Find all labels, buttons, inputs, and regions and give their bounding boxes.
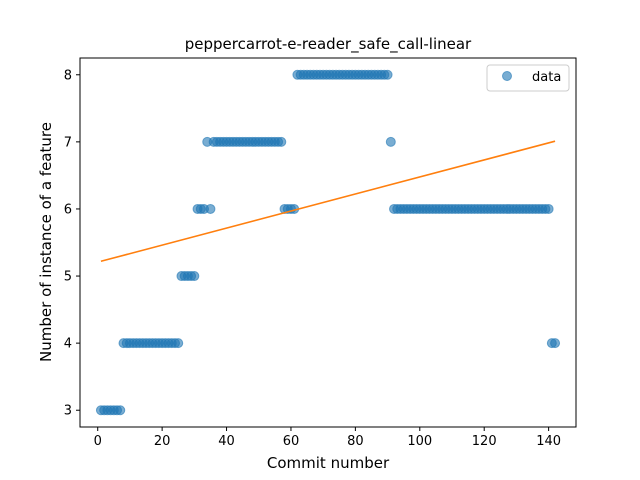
plot-frame (79, 57, 577, 428)
x-ticks: 0 20 40 60 80 100 120 140 (94, 427, 561, 449)
x-tick-label: 80 (347, 434, 364, 449)
x-tick-label: 20 (154, 434, 171, 449)
x-tick-label: 140 (536, 434, 561, 449)
x-tick-label: 120 (472, 434, 497, 449)
fit-line-layer (100, 140, 556, 263)
x-axis-label: Commit number (267, 454, 390, 472)
y-tick-label: 4 (64, 337, 72, 352)
data-point (543, 203, 554, 214)
data-points (95, 69, 561, 416)
x-tick-label: 0 (94, 434, 102, 449)
data-point (115, 405, 126, 416)
data-point (276, 136, 287, 147)
y-tick-label: 7 (64, 135, 72, 150)
axes (79, 57, 577, 428)
x-tick-label: 60 (283, 434, 300, 449)
legend-marker (502, 71, 512, 81)
data-point (189, 271, 200, 282)
data-point (382, 69, 393, 80)
data-point (205, 203, 216, 214)
data-point (550, 338, 561, 349)
y-tick-label: 5 (64, 270, 72, 285)
fit-line (100, 140, 556, 263)
legend: data (486, 64, 570, 92)
data-point (173, 338, 184, 349)
data-point (385, 136, 396, 147)
chart-title: peppercarrot-e-reader_safe_call-linear (185, 35, 472, 54)
x-tick-label: 100 (407, 434, 432, 449)
y-axis-label: Number of instance of a feature (37, 122, 55, 362)
y-tick-label: 3 (64, 404, 72, 419)
y-tick-label: 8 (64, 68, 72, 83)
y-ticks: 3 4 5 6 7 8 (64, 68, 80, 419)
y-tick-label: 6 (64, 202, 72, 217)
legend-label: data (532, 70, 561, 85)
x-tick-label: 40 (218, 434, 235, 449)
